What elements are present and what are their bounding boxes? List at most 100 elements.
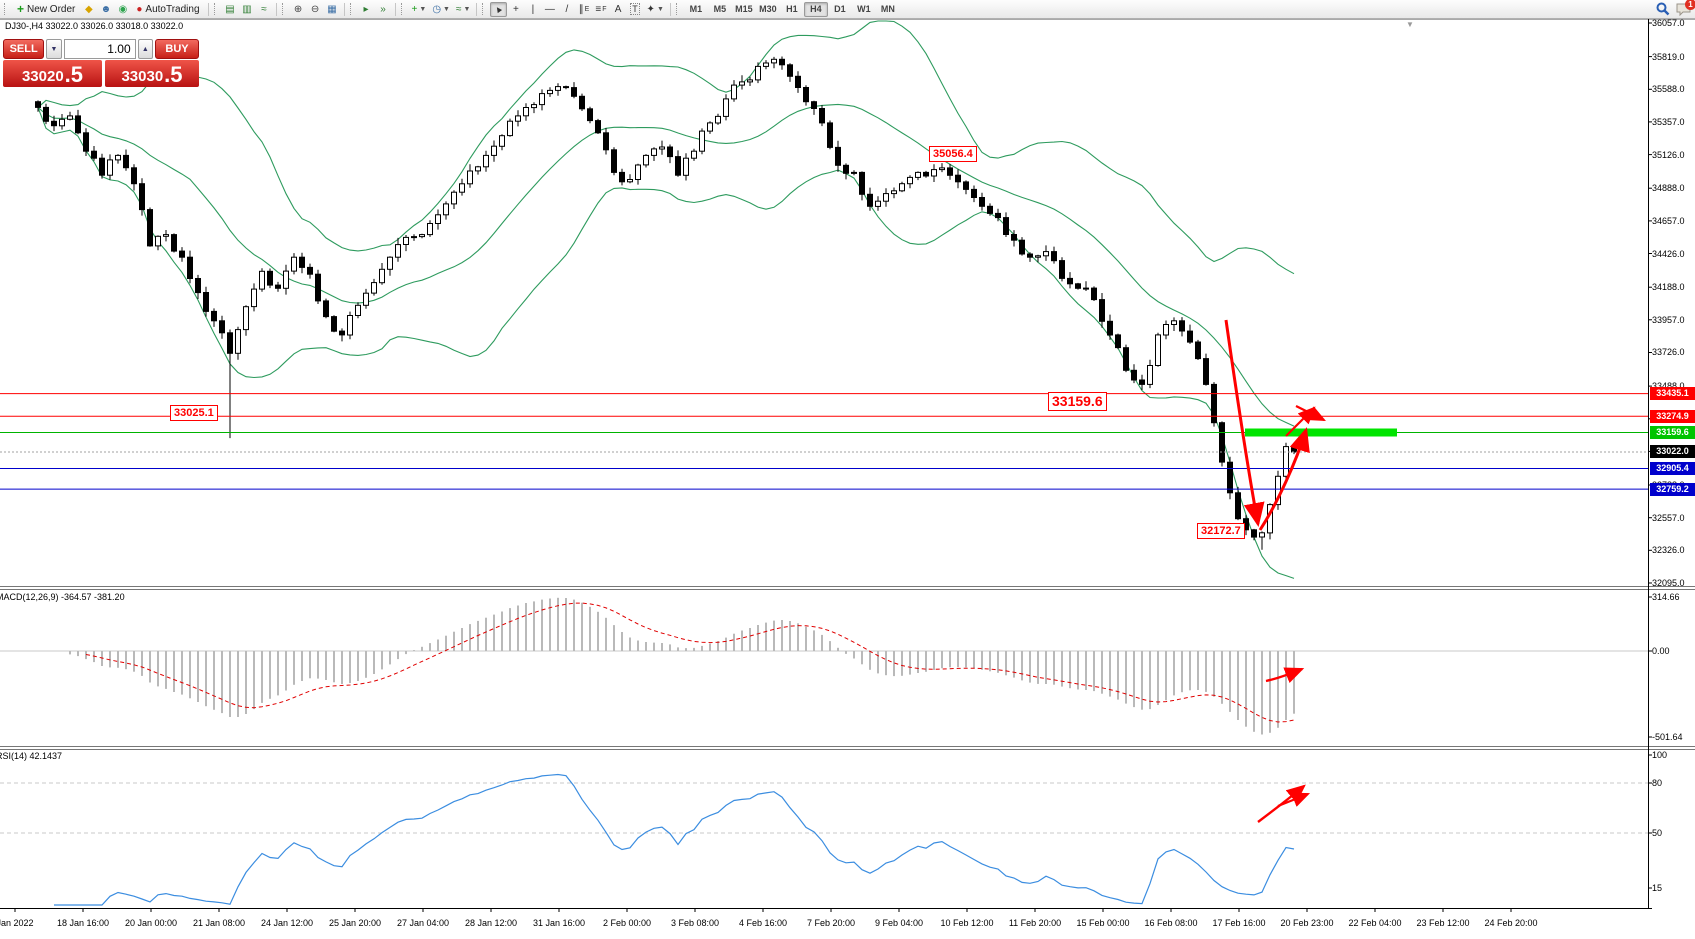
volume-decrease-button[interactable]: ▼ (46, 39, 62, 59)
timeframe-m5[interactable]: M5 (708, 2, 732, 17)
chart-shift-icon[interactable]: » (375, 2, 392, 17)
price-level-tag: 33274.9 (1650, 409, 1695, 423)
time-tick-label: Jan 2022 (0, 918, 34, 928)
crosshair-icon[interactable]: + (507, 2, 524, 17)
toolbar-grip (400, 3, 406, 15)
text-label-icon[interactable]: T (627, 2, 644, 17)
line-chart-icon[interactable]: ≈ (256, 2, 273, 17)
timeframe-d1[interactable]: D1 (828, 2, 852, 17)
search-icon[interactable] (1656, 2, 1670, 16)
market-watch-icon[interactable]: ◆ (80, 2, 97, 17)
new-order-plus-icon: + (17, 1, 25, 16)
price-tick-label: 32557.0 (1652, 512, 1685, 523)
text-icon: A (614, 3, 622, 15)
clock-icon[interactable]: ◷ ▼ (429, 2, 453, 17)
selloff-arrow[interactable] (1224, 319, 1265, 527)
text-icon[interactable]: A (610, 2, 627, 17)
price-level-tag: 33022.0 (1650, 445, 1695, 459)
time-tick-label: 20 Feb 23:00 (1280, 918, 1334, 928)
timeframe-m30[interactable]: M30 (756, 2, 780, 17)
annotation-price-label[interactable]: 33159.6 (1048, 392, 1107, 411)
toolbar-grip (213, 3, 219, 15)
toolbar-separator (343, 2, 345, 16)
candles (35, 56, 1297, 550)
volume-increase-button[interactable]: ▲ (137, 39, 154, 59)
price-tick-label: 32095.0 (1652, 578, 1685, 588)
bar-chart-icon: ▤ (225, 3, 235, 15)
price-level-tag: 33435.1 (1650, 387, 1695, 401)
zoom-out-icon[interactable]: ⊖ (307, 2, 324, 17)
annotation-price-label[interactable]: 32172.7 (1197, 523, 1245, 539)
candlestick-chart-icon: ▥ (242, 3, 252, 15)
objects-dropdown[interactable]: ✦ ▼ (644, 2, 667, 17)
price-tick-label: 35357.0 (1652, 116, 1685, 127)
rsi-tick-label: 50 (1652, 828, 1663, 838)
tile-windows-icon[interactable]: ▦ (324, 2, 341, 17)
price-tick-label: 35588.0 (1652, 84, 1685, 95)
timeframe-mn[interactable]: MN (876, 2, 900, 17)
timeframe-w1[interactable]: W1 (852, 2, 876, 17)
macd-histogram (69, 597, 1295, 735)
price-tick-label: 36057.0 (1652, 18, 1685, 28)
annotation-price-label[interactable]: 35056.4 (929, 146, 977, 162)
resistance-zone[interactable] (1245, 428, 1397, 437)
vertical-line-icon[interactable]: | (524, 2, 541, 17)
price-level-tag: 32759.2 (1650, 482, 1695, 496)
time-tick-label: 11 Feb 20:00 (1008, 918, 1062, 928)
indicators-dropdown[interactable]: ≈ ▼ (453, 2, 473, 17)
retest-arrow-2[interactable] (1295, 405, 1326, 421)
notifications-icon[interactable]: 1 (1676, 0, 1695, 16)
dropdown-arrow-icon: ▼ (419, 5, 427, 13)
sell-button[interactable]: SELL (3, 39, 45, 59)
cursor-icon[interactable]: ▲ (490, 1, 508, 17)
timeframe-h1[interactable]: H1 (780, 2, 804, 17)
new-order-button[interactable]: + New Order (12, 2, 80, 17)
macd-tick-label: 314.66 (1652, 592, 1680, 602)
rsi-indicator-label: RSI(14) 42.1437 (0, 751, 63, 761)
toolbar-grip (482, 3, 487, 15)
buy-button[interactable]: BUY (155, 39, 199, 59)
autotrading-icon: ● (136, 3, 143, 15)
new-chart-dropdown: + (411, 3, 418, 15)
rsi-arrow-fork[interactable] (1277, 792, 1311, 808)
time-tick-label: 21 Jan 08:00 (192, 918, 246, 928)
divider-grip-icon[interactable]: ▼ (1406, 20, 1414, 29)
time-tick-label: 2 Feb 00:00 (602, 918, 652, 928)
price-levels (0, 393, 1648, 490)
price-level-tag: 32905.4 (1650, 461, 1695, 475)
price-tick-label: 33488.0 (1652, 381, 1685, 391)
fibonacci-icon[interactable]: ≡ F (592, 2, 609, 17)
fibonacci-icon: ≡ (595, 3, 602, 15)
toolbar-separator (394, 2, 396, 16)
buy-price[interactable]: 33030 .5 (105, 60, 199, 87)
price-tick-label: 33957.0 (1652, 314, 1685, 325)
equidistant-channel-icon[interactable]: ∥ E (575, 2, 592, 17)
macd-arrow[interactable] (1265, 667, 1305, 684)
trendline-icon[interactable]: / (558, 2, 575, 17)
timeframe-m15[interactable]: M15 (732, 2, 756, 17)
profile-icon[interactable]: ☻ (97, 2, 114, 17)
zoom-in-icon[interactable]: ⊕ (290, 2, 307, 17)
timeframe-h4[interactable]: H4 (803, 1, 828, 17)
horizontal-line-icon[interactable]: — (541, 2, 558, 17)
zoom-out-icon: ⊖ (310, 3, 320, 15)
panel-borders (0, 19, 1695, 912)
new-chart-dropdown[interactable]: + ▼ (409, 2, 430, 17)
sell-price[interactable]: 33020 .5 (3, 60, 102, 87)
annotation-price-label[interactable]: 33025.1 (170, 405, 218, 421)
time-tick-label: 27 Jan 04:00 (396, 918, 450, 928)
toolbar-grip (281, 3, 287, 15)
autotrading-button[interactable]: ● AutoTrading (131, 2, 204, 17)
bar-chart-icon[interactable]: ▤ (222, 2, 239, 17)
timeframe-m1[interactable]: M1 (684, 2, 708, 17)
volume-input[interactable] (63, 39, 136, 59)
tile-windows-icon: ▦ (327, 3, 337, 15)
rebound-arrow[interactable] (1258, 427, 1310, 531)
toolbar-separator (207, 2, 209, 16)
auto-scroll-icon[interactable]: ▸ (358, 2, 375, 17)
candlestick-chart-icon[interactable]: ▥ (239, 2, 256, 17)
signals-icon[interactable]: ◉ (114, 2, 131, 17)
toolbar-separator (275, 2, 277, 16)
